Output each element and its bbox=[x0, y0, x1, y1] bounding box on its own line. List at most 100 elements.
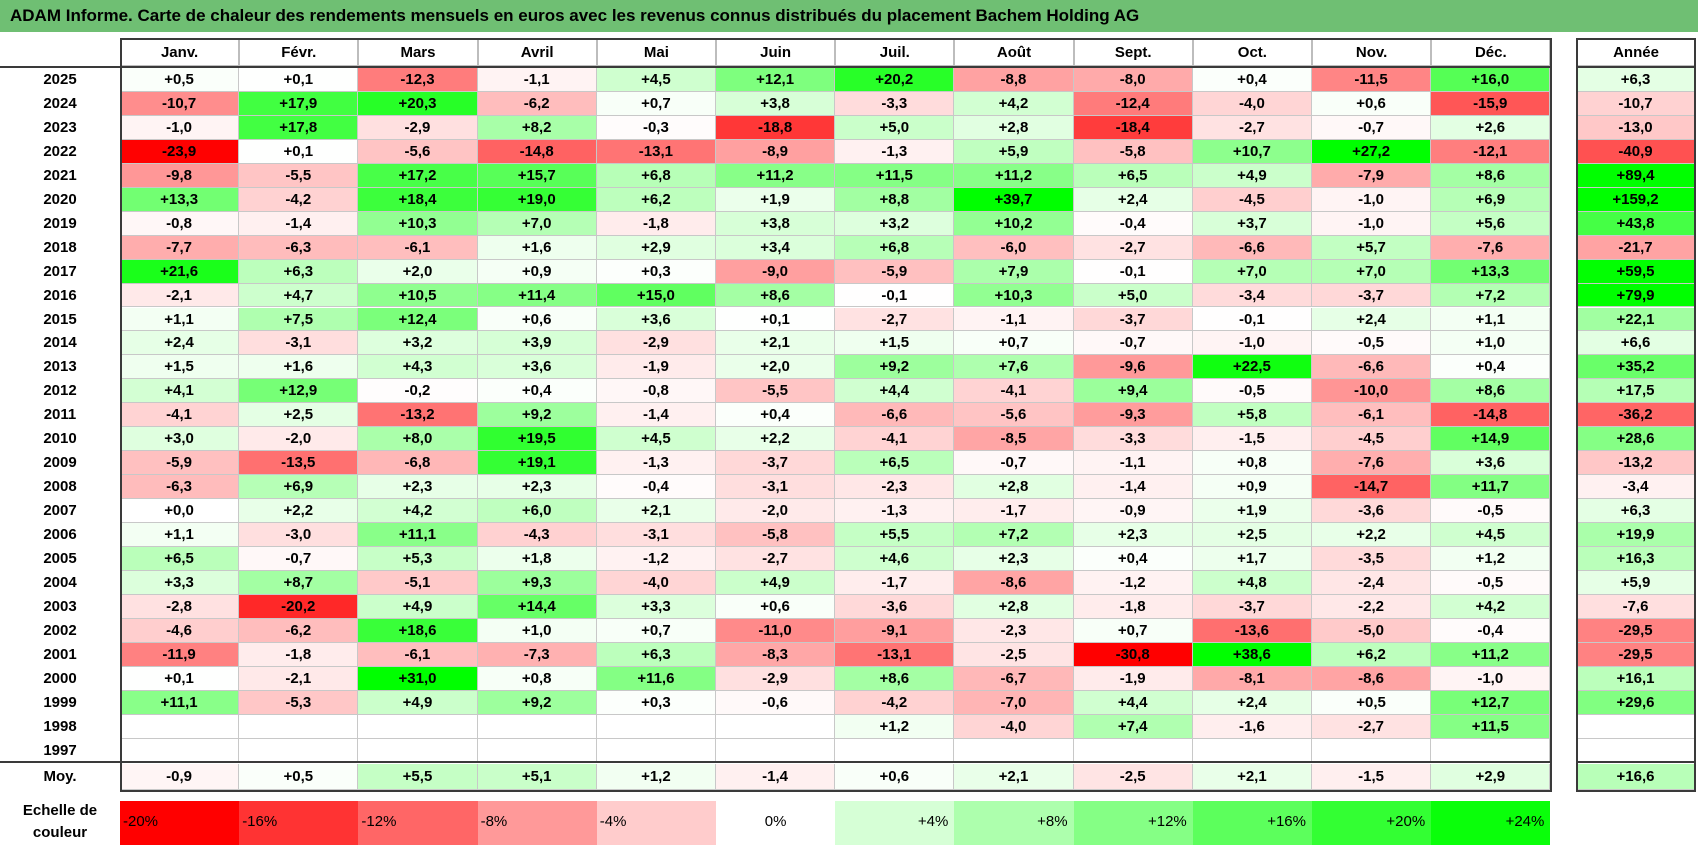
heatmap-cell: -0,6 bbox=[716, 690, 836, 715]
average-cell: +2,9 bbox=[1431, 764, 1551, 790]
color-scale-swatch: -20% bbox=[120, 801, 240, 845]
heatmap-cell: +0,6 bbox=[477, 307, 597, 332]
year-total-cell: -13,0 bbox=[1576, 115, 1696, 140]
year-total-cell: -13,2 bbox=[1576, 451, 1696, 476]
heatmap-cell: -13,5 bbox=[239, 451, 359, 476]
heatmap-cell: -4,3 bbox=[477, 523, 597, 547]
heatmap-cell: +9,2 bbox=[477, 690, 597, 715]
heatmap-cell: +39,7 bbox=[954, 187, 1074, 212]
heatmap-cell: -7,3 bbox=[477, 642, 597, 667]
heatmap-cell: +4,2 bbox=[1431, 594, 1551, 619]
row-year-label: 2000 bbox=[0, 666, 120, 691]
heatmap-cell: +10,3 bbox=[954, 283, 1074, 308]
column-header: Août bbox=[954, 38, 1074, 66]
heatmap-cell: +6,2 bbox=[1312, 642, 1432, 667]
heatmap-cell: +4,7 bbox=[239, 283, 359, 308]
heatmap-cell: +5,8 bbox=[1192, 403, 1312, 428]
year-total-cell: +16,1 bbox=[1576, 666, 1696, 691]
heatmap-cell: -0,5 bbox=[1431, 570, 1551, 595]
heatmap-cell: -6,3 bbox=[120, 475, 240, 500]
heatmap-cell: +11,1 bbox=[120, 690, 240, 715]
heatmap-cell: -1,9 bbox=[1073, 666, 1193, 691]
year-total-cell: +17,5 bbox=[1576, 379, 1696, 404]
heatmap-cell: +6,9 bbox=[239, 475, 359, 500]
heatmap-cell: -4,1 bbox=[120, 403, 240, 428]
row-year-label: 2004 bbox=[0, 570, 120, 595]
heatmap-cell: -6,7 bbox=[954, 666, 1074, 691]
heatmap-cell: +2,0 bbox=[716, 355, 836, 380]
average-cell: -1,4 bbox=[716, 764, 836, 790]
color-scale-swatch: +8% bbox=[954, 801, 1074, 845]
heatmap-cell: +15,7 bbox=[477, 163, 597, 188]
heatmap-cell: -0,9 bbox=[1073, 499, 1193, 524]
year-total-cell: +28,6 bbox=[1576, 427, 1696, 452]
heatmap-cell: -1,1 bbox=[954, 307, 1074, 332]
average-cell: +2,1 bbox=[954, 764, 1074, 790]
average-cell: +5,5 bbox=[358, 764, 478, 790]
year-total-cell: +16,3 bbox=[1576, 547, 1696, 571]
heatmap-cell: -7,7 bbox=[120, 235, 240, 260]
heatmap-cell: -7,0 bbox=[954, 690, 1074, 715]
heatmap-cell: +8,7 bbox=[239, 570, 359, 595]
average-cell: +0,5 bbox=[239, 764, 359, 790]
heatmap-cell: +4,5 bbox=[596, 427, 716, 452]
row-year-label: 2008 bbox=[0, 475, 120, 500]
heatmap-cell: +7,0 bbox=[477, 211, 597, 236]
heatmap-cell: +2,3 bbox=[477, 475, 597, 500]
heatmap-cell: -3,1 bbox=[716, 475, 836, 500]
year-total-cell: -36,2 bbox=[1576, 403, 1696, 428]
heatmap-cell: -0,7 bbox=[954, 451, 1074, 476]
average-cell: +2,1 bbox=[1192, 764, 1312, 790]
heatmap-cell: -8,1 bbox=[1192, 666, 1312, 691]
heatmap-cell: +2,4 bbox=[1073, 187, 1193, 212]
heatmap-cell: -2,3 bbox=[835, 475, 955, 500]
heatmap-cell bbox=[1312, 738, 1432, 763]
heatmap-cell: +4,8 bbox=[1192, 570, 1312, 595]
heatmap-cell: +2,9 bbox=[596, 235, 716, 260]
heatmap-cell: -2,7 bbox=[1073, 235, 1193, 260]
row-year-label: 2015 bbox=[0, 307, 120, 332]
heatmap-cell: +1,9 bbox=[716, 187, 836, 212]
heatmap-cell: +2,4 bbox=[120, 331, 240, 356]
heatmap-cell: +9,2 bbox=[477, 403, 597, 428]
column-header: Mars bbox=[358, 38, 478, 66]
color-scale-swatch: -4% bbox=[596, 801, 716, 845]
year-total-header: Année bbox=[1576, 38, 1696, 66]
heatmap-cell: +0,7 bbox=[596, 91, 716, 116]
heatmap-cell: -6,1 bbox=[358, 642, 478, 667]
heatmap-cell: -9,8 bbox=[120, 163, 240, 188]
row-year-label: 2018 bbox=[0, 235, 120, 260]
year-total-cell bbox=[1576, 738, 1696, 763]
heatmap-cell: -8,6 bbox=[954, 570, 1074, 595]
year-total-cell: +79,9 bbox=[1576, 283, 1696, 308]
heatmap-cell: +6,2 bbox=[596, 187, 716, 212]
heatmap-cell: -5,1 bbox=[358, 570, 478, 595]
heatmap-cell: +21,6 bbox=[120, 259, 240, 284]
heatmap-cell: +11,2 bbox=[1431, 642, 1551, 667]
heatmap-cell: +12,4 bbox=[358, 307, 478, 332]
heatmap-cell: +2,8 bbox=[954, 594, 1074, 619]
heatmap-cell: +0,7 bbox=[1073, 618, 1193, 643]
heatmap-cell: +10,3 bbox=[358, 211, 478, 236]
heatmap-cell: -1,4 bbox=[596, 403, 716, 428]
heatmap-cell: +1,1 bbox=[120, 307, 240, 332]
heatmap-cell: +1,6 bbox=[239, 355, 359, 380]
heatmap-cell: -3,1 bbox=[239, 331, 359, 356]
heatmap-cell: -1,2 bbox=[596, 547, 716, 571]
heatmap-cell: +5,0 bbox=[835, 115, 955, 140]
heatmap-cell: +1,5 bbox=[120, 355, 240, 380]
heatmap-cell: -0,1 bbox=[1192, 307, 1312, 332]
heatmap-cell: -4,2 bbox=[239, 187, 359, 212]
heatmap-cell: -3,1 bbox=[596, 523, 716, 547]
column-header: Avril bbox=[477, 38, 597, 66]
color-scale-swatch: +16% bbox=[1192, 801, 1312, 845]
heatmap-cell: -0,4 bbox=[1073, 211, 1193, 236]
heatmap-cell bbox=[120, 738, 240, 763]
heatmap-cell: +11,5 bbox=[1431, 714, 1551, 739]
heatmap-cell: -1,0 bbox=[1192, 331, 1312, 356]
heatmap-cell: +16,0 bbox=[1431, 68, 1551, 92]
column-header: Oct. bbox=[1192, 38, 1312, 66]
heatmap-cell: -1,1 bbox=[477, 68, 597, 92]
heatmap-cell: +0,4 bbox=[1431, 355, 1551, 380]
year-total-cell: -3,4 bbox=[1576, 475, 1696, 500]
